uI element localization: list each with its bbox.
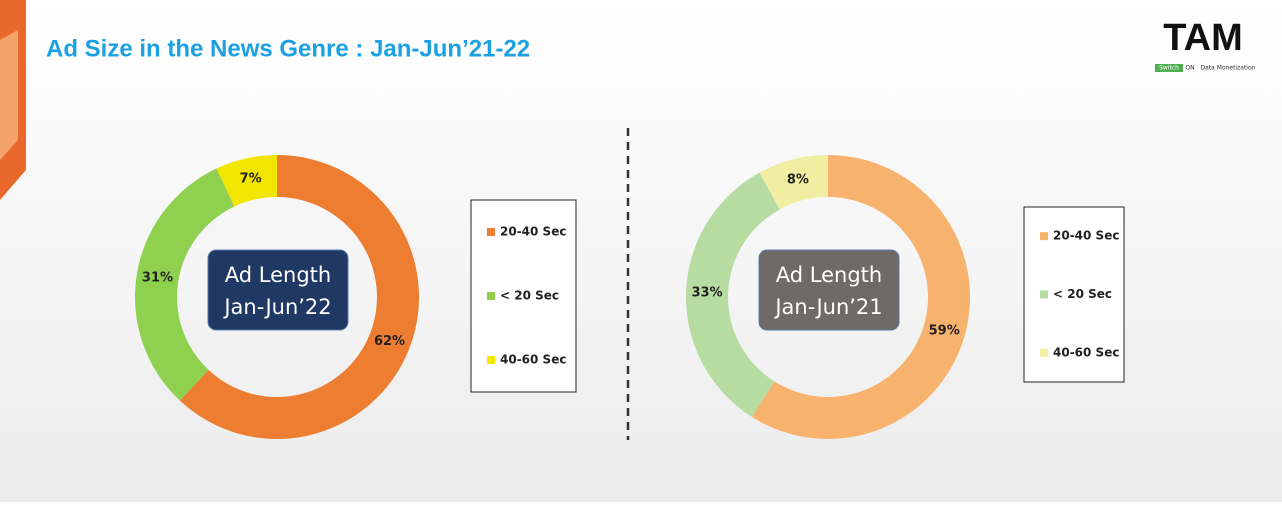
- legend-label: 40-60 Sec: [1053, 345, 1119, 359]
- legend-label: 40-60 Sec: [500, 353, 566, 367]
- center-label: Ad Length: [776, 263, 882, 287]
- donut-segment: [759, 155, 828, 210]
- center-box: [758, 249, 900, 331]
- legend-swatch: [487, 292, 495, 300]
- logo-badge: [1155, 64, 1183, 72]
- logo: TAM: [1163, 17, 1243, 59]
- donut-segment: [216, 155, 277, 207]
- center-label: Ad Length: [225, 263, 331, 287]
- data-label: 59%: [929, 323, 960, 338]
- logo-tagline: Data Monetization: [1201, 65, 1256, 72]
- data-label: 8%: [787, 172, 809, 187]
- donut-segment: [179, 155, 419, 440]
- slide-title: Ad Size in the News Genre : Jan-Jun’21-2…: [46, 35, 530, 62]
- donut-segment: [134, 168, 235, 401]
- center-label: Jan-Jun’22: [222, 295, 331, 319]
- logo-tagline: Switch: [1159, 65, 1179, 72]
- center-box: [207, 249, 349, 331]
- accent: [0, 30, 18, 160]
- data-label: 31%: [142, 271, 173, 286]
- logo-tagline: ON: [1185, 65, 1194, 72]
- legend-label: < 20 Sec: [1053, 287, 1112, 301]
- legend-label: 20-40 Sec: [1053, 229, 1119, 243]
- legend-swatch: [1040, 348, 1048, 357]
- legend-swatch: [1040, 290, 1048, 299]
- data-label: 33%: [691, 286, 722, 301]
- donut-segment: [751, 155, 970, 439]
- data-label: 62%: [374, 334, 405, 349]
- legend-swatch: [487, 228, 495, 236]
- center-label: Jan-Jun’21: [773, 295, 882, 319]
- legend-label: < 20 Sec: [500, 289, 559, 303]
- legend-swatch: [1040, 232, 1048, 241]
- legend-swatch: [487, 356, 495, 364]
- data-label: 7%: [240, 171, 262, 186]
- legend-label: 20-40 Sec: [500, 225, 566, 239]
- donut-segment: [686, 172, 780, 417]
